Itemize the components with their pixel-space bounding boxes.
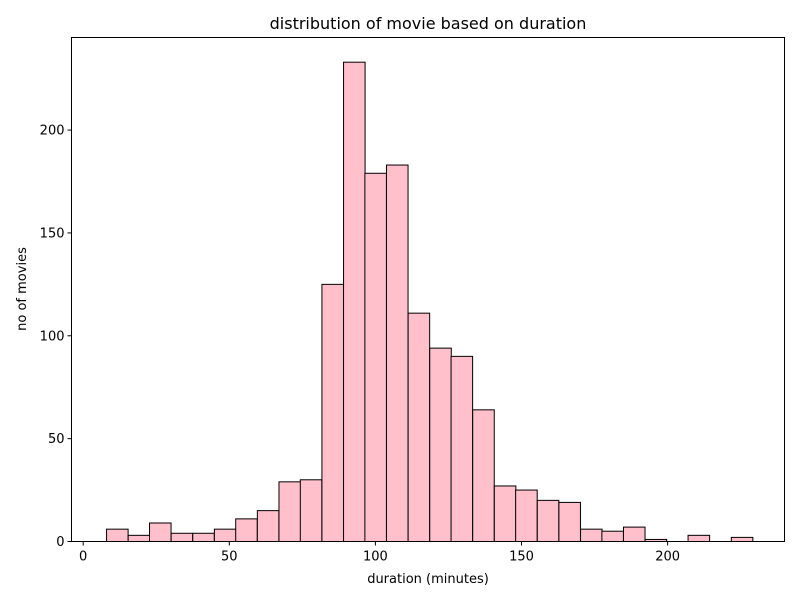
bars-group <box>106 61 754 543</box>
y-ticks: 0 50 100 150 200 <box>40 124 72 550</box>
histogram-bar-3 <box>170 532 194 543</box>
histogram-bar-20 <box>536 499 560 542</box>
histogram-bar-27 <box>687 534 711 543</box>
histogram-bar-21 <box>558 501 581 543</box>
x-axis-label: duration (minutes) <box>367 572 489 587</box>
histogram-bar-6 <box>235 518 258 542</box>
histogram-bar-16 <box>450 355 474 542</box>
y-tick-label: 100 <box>40 329 65 344</box>
x-tick-label: 200 <box>655 550 680 565</box>
plot-frame <box>71 37 785 542</box>
histogram-bar-0 <box>106 528 129 542</box>
histogram-bar-13 <box>386 164 409 542</box>
y-tick-label: 150 <box>40 226 65 241</box>
chart-title: distribution of movie based on duration <box>270 14 587 33</box>
x-ticks: 0 50 100 150 200 <box>79 541 680 565</box>
y-tick-label: 0 <box>56 535 64 550</box>
y-axis-label: no of movies <box>15 247 30 331</box>
histogram-bar-10 <box>321 283 344 542</box>
histogram-bar-22 <box>580 528 603 542</box>
x-tick-label: 0 <box>79 550 87 565</box>
histogram-bar-19 <box>515 489 538 543</box>
histogram-bar-18 <box>493 485 517 542</box>
x-tick-label: 150 <box>509 550 534 565</box>
y-tick-label: 200 <box>40 124 65 139</box>
histogram-bar-29 <box>730 536 754 543</box>
histogram-bar-2 <box>149 522 172 542</box>
y-tick-label: 50 <box>48 432 65 447</box>
histogram-bar-7 <box>256 510 280 543</box>
x-tick-label: 50 <box>221 550 238 565</box>
histogram-bar-8 <box>278 481 302 542</box>
histogram-bar-14 <box>407 312 431 542</box>
x-tick-label: 100 <box>363 550 388 565</box>
histogram-bar-4 <box>192 532 215 543</box>
histogram-bar-15 <box>429 347 452 542</box>
histogram-bar-17 <box>472 409 495 542</box>
histogram-bar-9 <box>299 479 323 543</box>
histogram-bar-24 <box>622 526 646 542</box>
histogram-bar-5 <box>213 528 237 542</box>
histogram-bar-11 <box>343 61 366 542</box>
histogram-bar-23 <box>601 530 624 543</box>
histogram-bar-1 <box>127 534 151 543</box>
histogram-bar-12 <box>364 172 387 543</box>
